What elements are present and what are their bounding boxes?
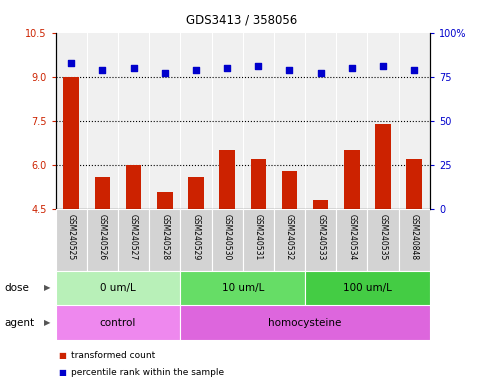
Bar: [188, 177, 204, 209]
Point: [379, 63, 387, 69]
Point: [129, 65, 137, 71]
Text: control: control: [100, 318, 136, 328]
Bar: [305, 271, 430, 305]
Bar: [305, 209, 336, 271]
Text: 0 um/L: 0 um/L: [100, 283, 136, 293]
Text: percentile rank within the sample: percentile rank within the sample: [71, 368, 224, 377]
Text: homocysteine: homocysteine: [269, 318, 342, 328]
Bar: [56, 305, 180, 340]
Point: [223, 65, 231, 71]
Text: GSM240530: GSM240530: [223, 214, 232, 261]
Bar: [336, 209, 368, 271]
Text: ▶: ▶: [44, 283, 51, 293]
Point: [317, 70, 325, 76]
Text: GSM240528: GSM240528: [160, 214, 169, 260]
Point: [285, 67, 293, 73]
Text: GDS3413 / 358056: GDS3413 / 358056: [186, 13, 297, 26]
Point: [411, 67, 418, 73]
Bar: [95, 177, 110, 209]
Text: 100 um/L: 100 um/L: [343, 283, 392, 293]
Text: ■: ■: [58, 351, 66, 360]
Text: GSM240526: GSM240526: [98, 214, 107, 260]
Text: 10 um/L: 10 um/L: [222, 283, 264, 293]
Bar: [63, 77, 79, 209]
Text: GSM240527: GSM240527: [129, 214, 138, 260]
Bar: [87, 209, 118, 271]
Bar: [180, 271, 305, 305]
Bar: [274, 209, 305, 271]
Bar: [56, 209, 87, 271]
Bar: [212, 209, 242, 271]
Point: [161, 70, 169, 76]
Bar: [344, 151, 360, 209]
Text: GSM240532: GSM240532: [285, 214, 294, 260]
Point: [99, 67, 106, 73]
Bar: [313, 200, 328, 209]
Text: GSM240534: GSM240534: [347, 214, 356, 261]
Text: transformed count: transformed count: [71, 351, 155, 360]
Point: [255, 63, 262, 69]
Bar: [375, 124, 391, 209]
Bar: [407, 159, 422, 209]
Text: agent: agent: [5, 318, 35, 328]
Bar: [219, 151, 235, 209]
Text: GSM240848: GSM240848: [410, 214, 419, 260]
Bar: [149, 209, 180, 271]
Text: ▶: ▶: [44, 318, 51, 327]
Point: [192, 67, 200, 73]
Point: [67, 60, 75, 66]
Text: GSM240535: GSM240535: [379, 214, 387, 261]
Bar: [126, 165, 142, 209]
Bar: [368, 209, 398, 271]
Text: GSM240525: GSM240525: [67, 214, 76, 260]
Bar: [180, 305, 430, 340]
Text: dose: dose: [5, 283, 30, 293]
Bar: [398, 209, 430, 271]
Bar: [251, 159, 266, 209]
Point: [348, 65, 356, 71]
Bar: [56, 271, 180, 305]
Bar: [180, 209, 212, 271]
Bar: [282, 171, 298, 209]
Text: GSM240531: GSM240531: [254, 214, 263, 260]
Bar: [157, 192, 172, 209]
Bar: [242, 209, 274, 271]
Bar: [118, 209, 149, 271]
Text: GSM240533: GSM240533: [316, 214, 325, 261]
Text: GSM240529: GSM240529: [191, 214, 200, 260]
Text: ■: ■: [58, 368, 66, 377]
